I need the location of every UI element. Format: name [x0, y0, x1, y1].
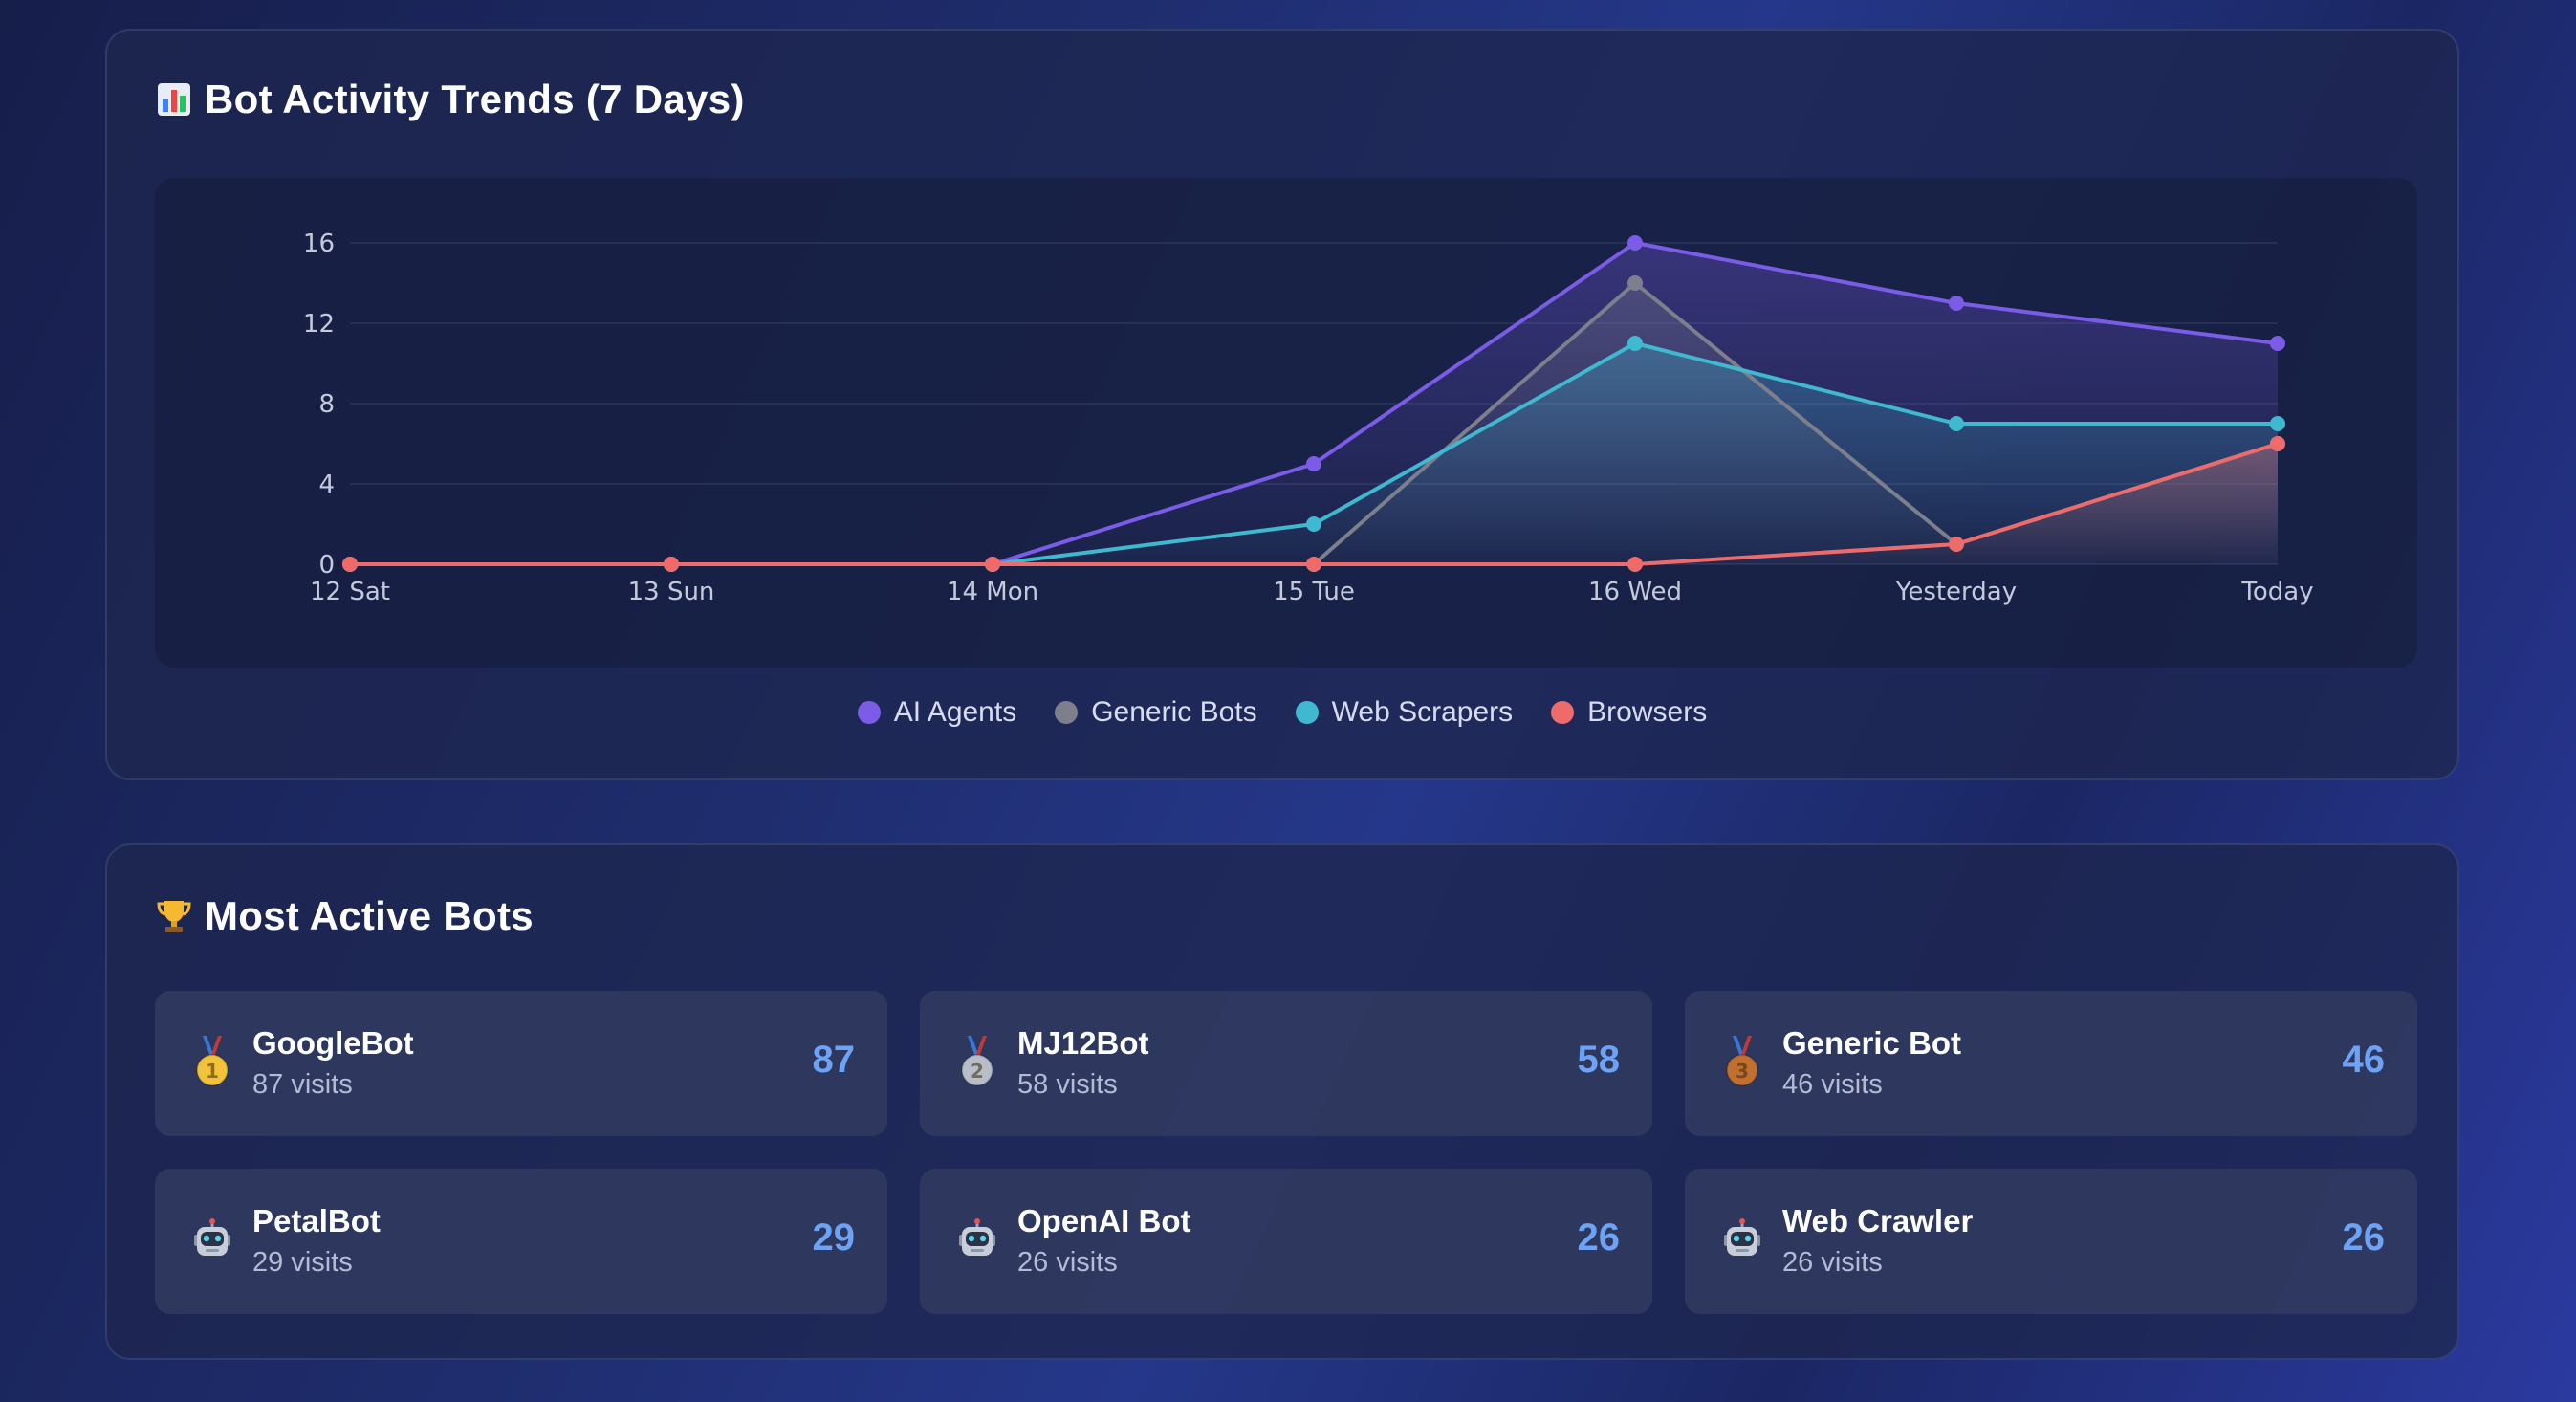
bot-visit-count: 46 [2342, 1039, 2386, 1081]
data-point-web-scrapers [1949, 416, 1964, 431]
svg-text:2: 2 [971, 1060, 984, 1083]
bot-visit-count: 29 [812, 1216, 856, 1259]
series-area-browsers [350, 444, 2278, 564]
x-tick-label: 13 Sun [628, 578, 715, 606]
bot-visit-count: 26 [2342, 1216, 2386, 1259]
data-point-ai-agents [1306, 456, 1321, 471]
series-area-web-scrapers [350, 343, 2278, 564]
robot-icon [1715, 1211, 1769, 1268]
trend-chart-svg: 0 4 8 12 16 12 Sat 13 Sun 14 Mon 15 Tue 16 Wed Yes… [303, 230, 2314, 606]
bot-activity-title-text: Bot Activity Trends (7 Days) [205, 77, 745, 121]
data-point-browsers [2270, 436, 2285, 451]
legend-dot [1551, 701, 1575, 724]
svg-text:3: 3 [1736, 1060, 1749, 1083]
gold-medal-icon: 1 [186, 1033, 239, 1090]
bot-activity-title: Bot Activity Trends (7 Days) [155, 77, 745, 122]
y-tick-label: 8 [318, 390, 335, 419]
bronze-medal-icon: 3 [1715, 1033, 1769, 1090]
silver-medal-icon: 2 [950, 1033, 1004, 1090]
trophy-icon [155, 897, 193, 935]
data-point-browsers [1949, 537, 1964, 552]
x-tick-label: 16 Wed [1588, 578, 1682, 606]
robot-icon [950, 1211, 1004, 1268]
bot-name: Generic Bot [1782, 1025, 1962, 1061]
bot-visits: 58 visits [1017, 1069, 1118, 1100]
bot-card[interactable]: PetalBot 29 visits 29 [155, 1169, 887, 1314]
data-point-browsers [1306, 557, 1321, 572]
data-point-ai-agents [2270, 336, 2285, 351]
data-point-browsers [664, 557, 679, 572]
most-active-bots-panel: Most Active Bots 1 GoogleBot 87 visits 87 … [105, 843, 2459, 1360]
bot-card[interactable]: 2 MJ12Bot 58 visits 58 [920, 991, 1652, 1136]
bot-visits: 46 visits [1782, 1069, 1883, 1100]
y-tick-label: 0 [318, 551, 335, 580]
legend-label: Browsers [1587, 696, 1708, 728]
data-point-web-scrapers [1627, 336, 1643, 351]
x-tick-label: 12 Sat [310, 578, 390, 606]
data-point-browsers [1627, 557, 1643, 572]
legend-label: Web Scrapers [1331, 696, 1514, 728]
bot-name: MJ12Bot [1017, 1025, 1149, 1061]
y-tick-label: 4 [318, 471, 335, 499]
bot-visit-count: 26 [1577, 1216, 1621, 1259]
x-tick-label: Yesterday [1895, 578, 2017, 606]
x-tick-label: 14 Mon [947, 578, 1038, 606]
legend-label: AI Agents [893, 696, 1017, 728]
chart-legend: AI Agents Generic Bots Web Scrapers Browser… [107, 696, 2457, 729]
bot-card[interactable]: Web Crawler 26 visits 26 [1685, 1169, 2417, 1314]
legend-dot [857, 701, 881, 724]
data-point-web-scrapers [2270, 416, 2285, 431]
legend-item-browsers[interactable]: Browsers [1551, 696, 1707, 729]
most-active-bots-title: Most Active Bots [155, 893, 534, 939]
bot-name: GoogleBot [252, 1025, 414, 1061]
bot-visits: 87 visits [252, 1069, 353, 1100]
legend-item-ai-agents[interactable]: AI Agents [857, 696, 1017, 729]
bot-grid: 1 GoogleBot 87 visits 87 2 MJ12Bot 58 visit… [155, 991, 2417, 1314]
legend-item-generic-bots[interactable]: Generic Bots [1055, 696, 1257, 729]
robot-icon [186, 1211, 239, 1268]
most-active-bots-title-text: Most Active Bots [205, 893, 534, 938]
bot-visits: 26 visits [1017, 1247, 1118, 1278]
trend-chart: 0 4 8 12 16 12 Sat 13 Sun 14 Mon 15 Tue 16 Wed Yes… [155, 178, 2417, 668]
legend-dot [1295, 701, 1319, 724]
bot-name: PetalBot [252, 1203, 381, 1238]
bot-card[interactable]: OpenAI Bot 26 visits 26 [920, 1169, 1652, 1314]
data-point-web-scrapers [1306, 516, 1321, 532]
bot-visits: 26 visits [1782, 1247, 1883, 1278]
data-point-browsers [342, 557, 358, 572]
y-tick-label: 12 [303, 310, 335, 339]
bar-chart-icon [155, 82, 193, 117]
data-point-ai-agents [1627, 235, 1643, 251]
bot-card[interactable]: 3 Generic Bot 46 visits 46 [1685, 991, 2417, 1136]
data-point-ai-agents [1949, 296, 1964, 311]
legend-label: Generic Bots [1091, 696, 1257, 728]
bot-visit-count: 87 [812, 1039, 856, 1081]
bot-visit-count: 58 [1577, 1039, 1621, 1081]
x-tick-label: Today [2240, 578, 2313, 606]
bot-card[interactable]: 1 GoogleBot 87 visits 87 [155, 991, 887, 1136]
legend-item-web-scrapers[interactable]: Web Scrapers [1295, 696, 1514, 729]
svg-text:1: 1 [206, 1060, 219, 1083]
data-point-browsers [985, 557, 1000, 572]
x-tick-label: 15 Tue [1273, 578, 1355, 606]
y-tick-label: 16 [303, 230, 335, 258]
bot-name: Web Crawler [1782, 1203, 1974, 1238]
bot-name: OpenAI Bot [1017, 1203, 1191, 1238]
bot-visits: 29 visits [252, 1247, 353, 1278]
data-point-generic-bots [1627, 275, 1643, 291]
bot-activity-panel: Bot Activity Trends (7 Days) 0 4 8 12 16 12 S… [105, 29, 2459, 780]
legend-dot [1055, 701, 1079, 724]
